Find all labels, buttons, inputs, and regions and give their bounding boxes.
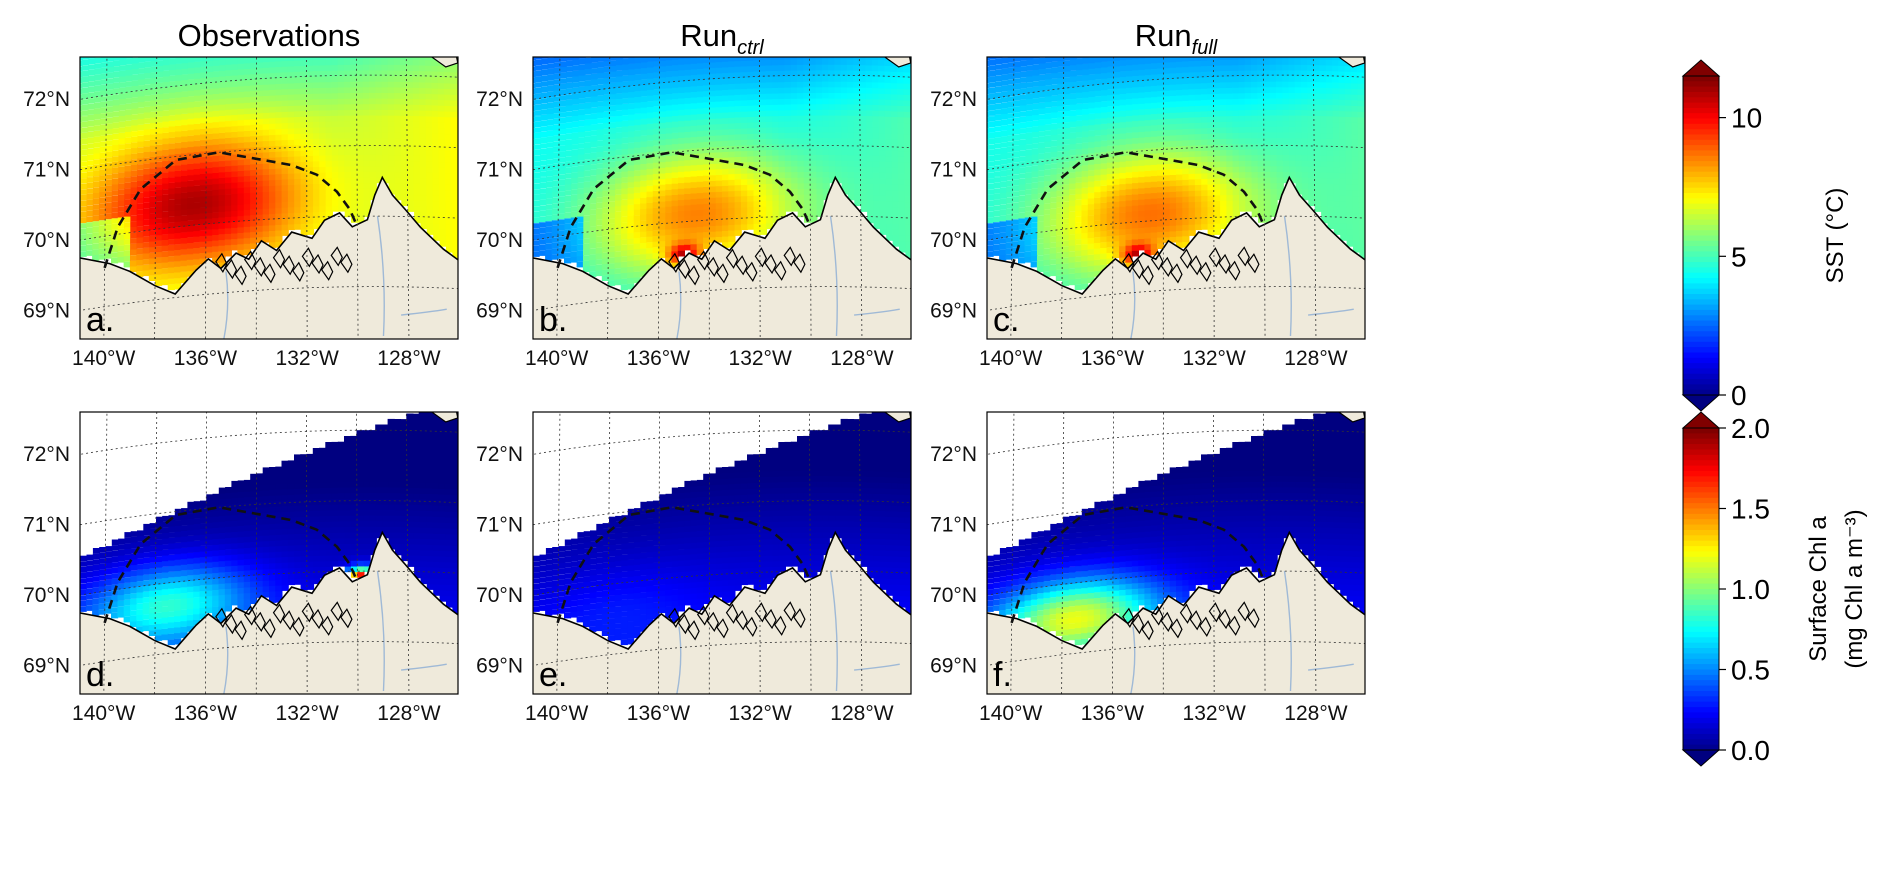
lon-tick-label: 132°W: [729, 702, 792, 725]
panel-label: f.: [993, 656, 1012, 694]
lat-tick-label: 69°N: [930, 300, 977, 323]
map-panel-b: b. 72°N 71°N 70°N 69°N 140°W 136°W 132°W 128°W: [476, 19, 938, 392]
lon-tick-label: 128°W: [1284, 702, 1347, 725]
lon-tick-label: 132°W: [276, 347, 339, 370]
panel-label: d.: [86, 656, 114, 694]
lat-tick-label: 71°N: [930, 514, 977, 537]
lon-tick-label: 136°W: [1081, 702, 1144, 725]
lon-tick-label: 136°W: [1081, 347, 1144, 370]
colorbar-label-units: (mg Chl a m⁻³): [1841, 509, 1868, 668]
map-content: [961, 19, 1392, 392]
map-content: [961, 374, 1392, 747]
panel-label: e.: [539, 656, 567, 694]
map-panel-d: d. 72°N 71°N 70°N 69°N 140°W 136°W 132°W 128°W: [23, 374, 485, 747]
lat-tick-label: 70°N: [23, 229, 70, 252]
colorbar-label: SST (°C): [1822, 188, 1849, 284]
lat-tick-label: 72°N: [23, 443, 70, 466]
lon-tick-label: 128°W: [1284, 347, 1347, 370]
colorbar-tick-label: 2.0: [1731, 413, 1770, 444]
map-content: [54, 19, 485, 392]
lat-tick-label: 69°N: [476, 655, 523, 678]
map-content: [54, 374, 485, 747]
lon-tick-label: 136°W: [627, 702, 690, 725]
map-content: [507, 19, 938, 392]
lat-tick-label: 72°N: [930, 88, 977, 111]
lon-tick-label: 140°W: [72, 347, 135, 370]
lon-tick-label: 140°W: [979, 347, 1042, 370]
lat-tick-label: 71°N: [23, 514, 70, 537]
lat-tick-label: 72°N: [476, 88, 523, 111]
colorbar-extend-min: [1683, 395, 1719, 411]
lon-tick-label: 132°W: [276, 702, 339, 725]
lat-tick-label: 70°N: [23, 584, 70, 607]
lat-tick-label: 71°N: [23, 159, 70, 182]
lat-tick-label: 70°N: [476, 229, 523, 252]
colorbar-label: Surface Chl a: [1805, 516, 1832, 662]
colorbar-tick-label: 0.5: [1731, 655, 1770, 686]
map-panel-f: f. 72°N 71°N 70°N 69°N 140°W 136°W 132°W 128°W: [930, 374, 1392, 747]
lat-tick-label: 71°N: [930, 159, 977, 182]
lat-tick-label: 70°N: [930, 229, 977, 252]
lat-tick-label: 72°N: [930, 443, 977, 466]
lat-tick-label: 70°N: [476, 584, 523, 607]
colorbar-tick-label: 5: [1731, 241, 1747, 272]
lat-tick-label: 72°N: [23, 88, 70, 111]
colorbar-tick-label: 10: [1731, 103, 1762, 134]
lon-tick-label: 136°W: [174, 347, 237, 370]
colorbar-tick-label: 0.0: [1731, 735, 1770, 766]
column-title: Runctrl: [680, 18, 764, 59]
column-title: Observations: [178, 18, 361, 53]
lon-tick-label: 128°W: [830, 347, 893, 370]
colorbar-chl: 0.0 0.5 1.0 1.5 2.0 Surface Chl a (mg Chl a m⁻…: [1683, 412, 1868, 766]
colorbar-tick-label: 1.5: [1731, 494, 1770, 525]
lat-tick-label: 71°N: [476, 159, 523, 182]
lon-tick-label: 136°W: [174, 702, 237, 725]
lat-tick-label: 69°N: [23, 300, 70, 323]
map-panel-e: e. 72°N 71°N 70°N 69°N 140°W 136°W 132°W 128°W: [476, 374, 938, 747]
colorbar-extend-min: [1683, 750, 1719, 766]
lat-tick-label: 72°N: [476, 443, 523, 466]
panel-label: c.: [993, 301, 1019, 339]
lon-tick-label: 140°W: [72, 702, 135, 725]
colorbar-tick-label: 1.0: [1731, 574, 1770, 605]
lat-tick-label: 69°N: [930, 655, 977, 678]
colorbar-extend-max: [1683, 60, 1719, 76]
panel-label: b.: [539, 301, 567, 339]
colorbar-sst: 0 5 10 SST (°C): [1683, 60, 1849, 411]
lon-tick-label: 140°W: [979, 702, 1042, 725]
lat-tick-label: 70°N: [930, 584, 977, 607]
lon-tick-label: 132°W: [729, 347, 792, 370]
lon-tick-label: 132°W: [1183, 702, 1246, 725]
lon-tick-label: 140°W: [525, 702, 588, 725]
lon-tick-label: 140°W: [525, 347, 588, 370]
lon-tick-label: 132°W: [1183, 347, 1246, 370]
column-title: Runfull: [1135, 18, 1218, 59]
lat-tick-label: 71°N: [476, 514, 523, 537]
lon-tick-label: 136°W: [627, 347, 690, 370]
map-content: [507, 374, 938, 747]
map-panel-c: c. 72°N 71°N 70°N 69°N 140°W 136°W 132°W 128°W: [930, 19, 1392, 392]
colorbar-tick-label: 0: [1731, 380, 1747, 411]
lat-tick-label: 69°N: [476, 300, 523, 323]
lon-tick-label: 128°W: [830, 702, 893, 725]
lat-tick-label: 69°N: [23, 655, 70, 678]
colorbar-extend-max: [1683, 412, 1719, 428]
map-panel-a: a. 72°N 71°N 70°N 69°N 140°W 136°W 132°W 128°W: [23, 19, 485, 392]
lon-tick-label: 128°W: [377, 347, 440, 370]
lon-tick-label: 128°W: [377, 702, 440, 725]
panel-label: a.: [86, 301, 114, 339]
